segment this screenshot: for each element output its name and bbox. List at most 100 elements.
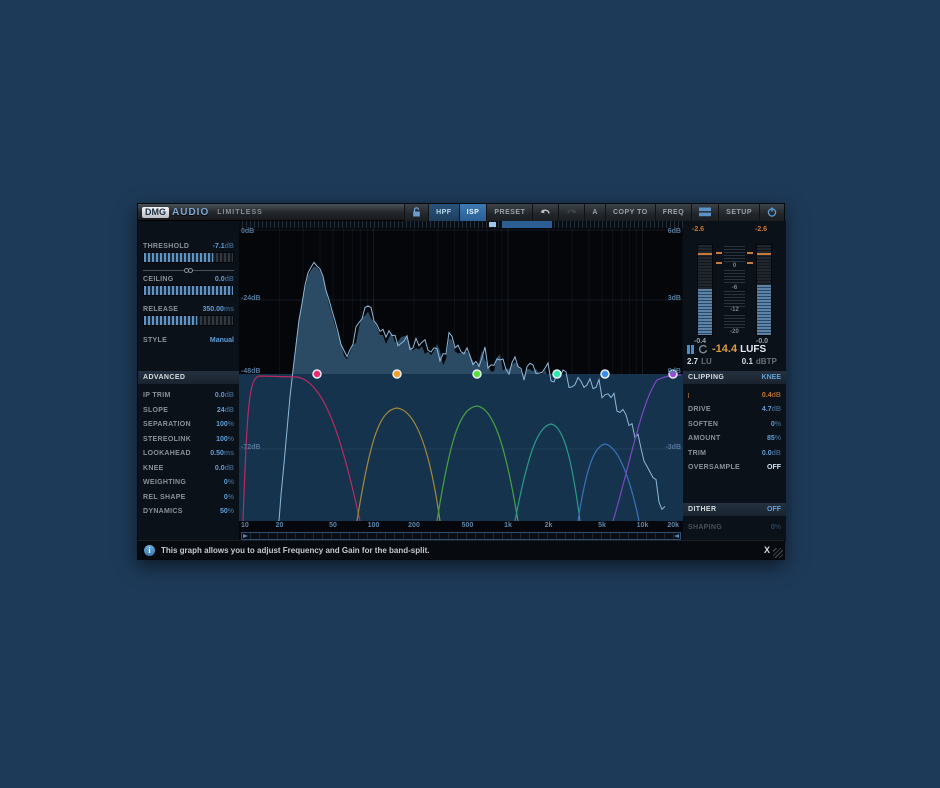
freq-tick-label: 10 [241, 522, 249, 529]
freq-tick-label: 200 [408, 522, 420, 529]
lufs-value: -14.4 [712, 343, 738, 355]
band-handle-5[interactable] [600, 369, 610, 379]
band-handle-2[interactable] [392, 369, 402, 379]
param-weighting[interactable]: WEIGHTING 0% [143, 479, 234, 486]
shaping-row[interactable]: SHAPING 0% [688, 524, 781, 531]
power-icon [767, 207, 777, 217]
band-handle-6[interactable] [668, 369, 678, 379]
release-slider[interactable] [143, 315, 234, 326]
ceiling-value: 0.0dB [214, 275, 234, 283]
redo-button[interactable] [558, 203, 585, 221]
meter-panel: -2.6 -2.6 0 -6 -12 -20 -0.4 -0.0 -14.4 LUFS… [683, 221, 786, 542]
peak-marker-right [757, 253, 771, 255]
peak-label-right: -2.6 [755, 226, 768, 233]
param-lookahead[interactable]: LOOKAHEAD 0.50ms [143, 450, 234, 457]
limiter-panel: THRESHOLD -7.1dB CEILING 0.0dB RELEASE 3… [138, 221, 239, 542]
db-axis-right: 0dB [667, 368, 681, 375]
freq-tick-label: 20 [275, 522, 284, 529]
rms-label-left: -0.4 [694, 338, 707, 345]
zoom-region[interactable] [502, 221, 552, 228]
clip-param-trim[interactable]: TRIM 0.0dB [688, 449, 781, 457]
loudness-readout: 2.7 LU 0.1 dBTP [687, 357, 777, 366]
spectrum-outline [278, 261, 666, 521]
zoom-handle[interactable] [489, 222, 496, 227]
status-close-button[interactable]: X [763, 545, 770, 555]
scroll-left-icon[interactable] [243, 534, 248, 538]
lufs-readout: -14.4 LUFS [687, 343, 782, 355]
status-message: This graph allows you to adjust Frequenc… [161, 545, 430, 555]
freq-tick-label: 500 [461, 522, 474, 529]
threshold-ceiling-link[interactable] [143, 266, 234, 274]
hpf-button[interactable]: HPF [428, 203, 459, 221]
clipping-mode: KNEE [761, 374, 781, 381]
peak-hold-tick [716, 252, 722, 254]
rms-label-right: -0.0 [756, 338, 769, 345]
menu-icon [699, 207, 712, 217]
meter-mode-button[interactable] [691, 203, 719, 221]
param-dynamics[interactable]: DYNAMICS 50% [143, 508, 234, 515]
style-row[interactable]: STYLE Manual [143, 337, 234, 344]
freq-tick-label: 50 [329, 522, 337, 529]
lock-icon [413, 206, 420, 216]
preset-button[interactable]: PRESET [486, 203, 533, 221]
param-rel-shape[interactable]: REL SHAPE 0% [143, 493, 234, 501]
graph-scrollbar[interactable] [241, 532, 681, 540]
clip-param-drive[interactable]: DRIVE 4.7dB [688, 406, 781, 413]
freq-tick-label: 1k [504, 522, 512, 529]
param-slope[interactable]: SLOPE 24dB [143, 406, 234, 414]
db-axis-left: -24dB [241, 295, 261, 302]
freq-button[interactable]: FREQ [654, 203, 692, 221]
ceiling-label: CEILING [143, 275, 174, 283]
band-handles[interactable] [312, 369, 678, 379]
status-bar: i This graph allows you to adjust Freque… [138, 540, 784, 559]
clip-param-amount[interactable]: AMOUNT 85% [688, 435, 781, 442]
db-axis-left: 0dB [241, 228, 255, 235]
ceiling-control: CEILING 0.0dB [143, 274, 234, 296]
db-axis-right: -3dB [665, 444, 681, 451]
ceiling-slider[interactable] [143, 285, 234, 296]
spectrum-plot[interactable]: 0dB -24dB -48dB -72dB 6dB 3dB 0dB -3dB [239, 228, 683, 521]
clip-param-soften[interactable]: SOFTEN 0% [688, 420, 781, 428]
clipping-header[interactable]: CLIPPING KNEE [683, 371, 786, 384]
crossover-curves [242, 374, 682, 521]
advanced-header[interactable]: ADVANCED [138, 371, 239, 384]
pause-icon[interactable] [687, 344, 694, 354]
bandsplit-graph[interactable]: 0dB -24dB -48dB -72dB 6dB 3dB 0dB -3dB 10 20 50 10… [239, 221, 683, 542]
resize-grip[interactable] [773, 548, 783, 558]
band-handle-4[interactable] [552, 369, 562, 379]
reset-icon[interactable] [698, 344, 708, 354]
peak-label-left: -2.6 [692, 226, 705, 233]
band-handle-3[interactable] [472, 369, 482, 379]
threshold-label: THRESHOLD [143, 242, 190, 250]
peak-hold-tick [747, 252, 753, 254]
threshold-control: THRESHOLD -7.1dB [143, 241, 234, 263]
peak-hold-tick [747, 262, 753, 264]
copy-to-button[interactable]: COPY TO [604, 203, 655, 221]
band-handle-1[interactable] [312, 369, 322, 379]
meter-bar-left [697, 244, 713, 336]
undo-button[interactable] [532, 203, 559, 221]
threshold-slider[interactable] [143, 252, 234, 263]
clip-meter-tick [688, 393, 689, 398]
isp-button[interactable]: ISP [458, 203, 487, 221]
db-axis-left: -72dB [241, 444, 261, 451]
meter-bar-right [756, 244, 772, 336]
param-stereolink[interactable]: STEREOLINK 100% [143, 435, 234, 443]
power-button[interactable] [759, 203, 784, 221]
dither-value: OFF [767, 506, 781, 513]
top-zoom-ruler[interactable] [239, 221, 683, 228]
param-ip-trim[interactable]: IP TRIM 0.0dB [143, 392, 234, 399]
setup-button[interactable]: SETUP [718, 203, 759, 221]
meter-scale: 0 -6 -12 -20 [724, 244, 745, 336]
lufs-unit: LUFS [740, 343, 767, 355]
scroll-right-icon[interactable] [674, 534, 679, 538]
ab-compare-button[interactable]: A [584, 203, 605, 221]
dither-header[interactable]: DITHER OFF [683, 503, 786, 516]
lock-button[interactable] [404, 203, 429, 221]
param-knee[interactable]: KNEE 0.0dB [143, 464, 234, 472]
product-name: LIMITLESS [217, 208, 263, 216]
clip-meter-row: 0.4dB [683, 389, 786, 402]
param-separation[interactable]: SEPARATION 100% [143, 421, 234, 428]
frequency-axis: 10 20 50 100 200 500 1k 2k 5k 10k 20k [239, 521, 683, 531]
clip-param-oversample[interactable]: OVERSAMPLE OFF [688, 464, 781, 471]
